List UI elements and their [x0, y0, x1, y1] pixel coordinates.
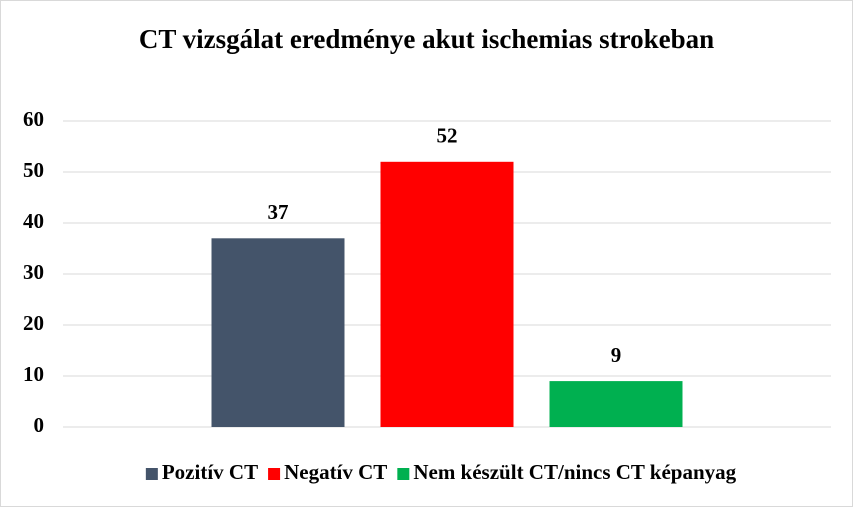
y-tick-label: 60 [23, 107, 44, 131]
y-tick-label: 50 [23, 158, 44, 182]
y-tick-label: 20 [23, 311, 44, 335]
data-label: 37 [268, 200, 289, 224]
bar [211, 238, 345, 427]
legend-swatch [397, 468, 410, 480]
data-label: 9 [611, 343, 622, 367]
y-tick-label: 30 [23, 260, 44, 284]
y-tick-label: 40 [23, 209, 44, 233]
legend-label: Pozitív CT [162, 460, 258, 484]
legend-swatch [268, 468, 281, 480]
bar [380, 161, 514, 428]
legend-label: Negatív CT [284, 460, 387, 484]
bar [549, 381, 683, 427]
y-tick-label: 10 [23, 362, 44, 386]
y-tick-label: 0 [34, 413, 45, 437]
legend-label: Nem készült CT/nincs CT képanyag [413, 460, 736, 484]
data-label: 52 [437, 124, 458, 148]
chart-title: CT vizsgálat eredménye akut ischemias st… [138, 24, 715, 54]
legend-swatch [145, 468, 158, 480]
